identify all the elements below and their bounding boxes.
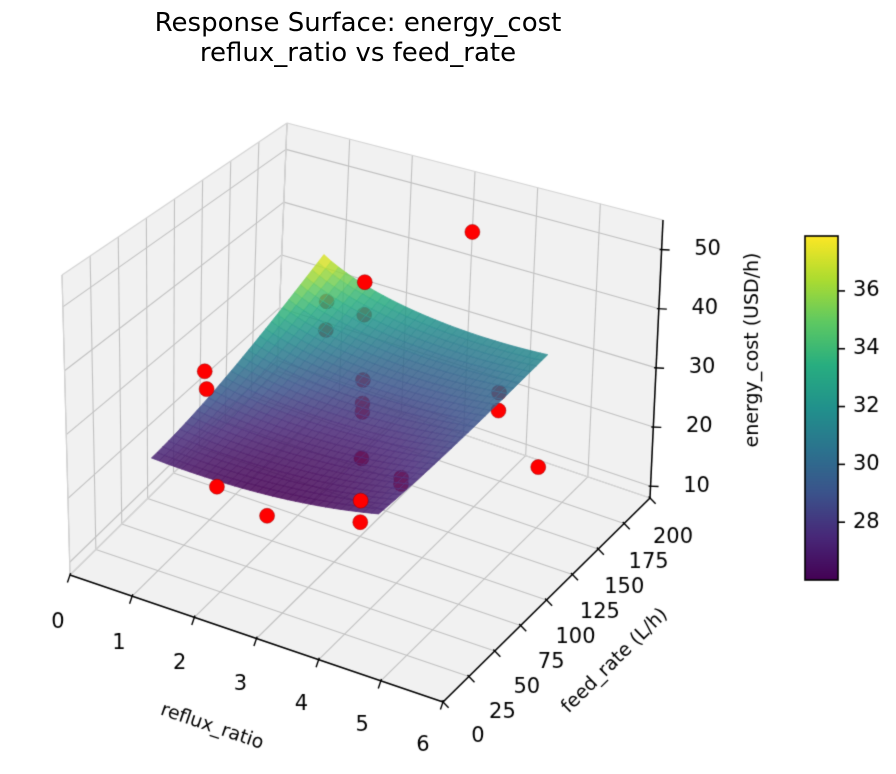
chart-title-line2: reflux_ratio vs feed_rate: [199, 38, 517, 68]
chart-title: Response Surface: energy_cost reflux_rat…: [0, 8, 716, 68]
chart-title-line1: Response Surface: energy_cost: [154, 8, 562, 38]
